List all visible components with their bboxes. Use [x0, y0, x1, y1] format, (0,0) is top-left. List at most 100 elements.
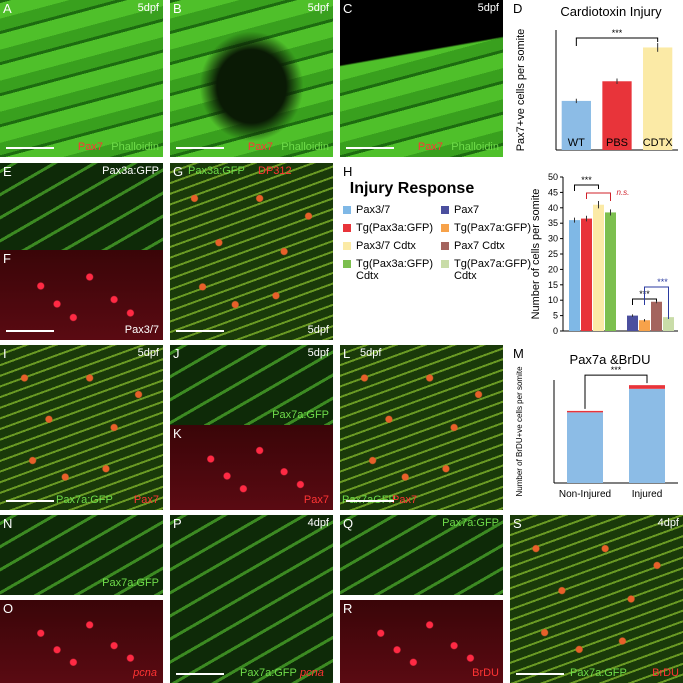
legend-swatch: [441, 242, 449, 250]
scale-bar: [6, 330, 54, 332]
panel-label: Pax3/7: [124, 324, 159, 336]
panel-letter: C: [343, 1, 353, 16]
panel-label: BrDU: [652, 667, 679, 679]
panel-label: DP312: [258, 165, 292, 177]
legend-swatch: [441, 224, 449, 232]
bar: [561, 100, 591, 150]
panel-letter: L: [343, 346, 351, 361]
scale-bar: [516, 673, 564, 675]
panel: A 5dpf Pax7 Phalloidin: [0, 0, 163, 157]
panel-letter: J: [173, 346, 180, 361]
y-tick-label: 10: [548, 295, 558, 305]
panel-label: 5dpf: [137, 2, 159, 14]
y-tick-label: 25: [548, 249, 558, 259]
panel-label: 5dpf: [477, 2, 499, 14]
panel-label: pcna: [133, 667, 157, 679]
bar: [602, 81, 632, 150]
legend-item: Tg(Pax7a:GFP): [441, 222, 539, 234]
bar: [643, 47, 673, 150]
panel-label: Pax7a:GFP: [570, 667, 627, 679]
legend-item: Pax3/7 Cdtx: [343, 240, 441, 252]
y-axis-label: Pax7+ve cells per somite: [515, 29, 527, 152]
bar-segment: [567, 412, 603, 483]
panel-letter: A: [3, 1, 12, 16]
legend-swatch: [343, 224, 351, 232]
bracket: [644, 286, 669, 319]
panel: I 5dpf Pax7a:GFP Pax7: [0, 345, 163, 510]
panel-label: 5dpf: [307, 2, 329, 14]
legend-label: Pax7: [454, 204, 480, 216]
category-label: CDTX: [643, 137, 674, 149]
bar-segment: [567, 410, 603, 413]
y-tick-label: 30: [548, 234, 558, 244]
y-tick-label: 40: [548, 203, 558, 213]
panel-label: Pax7a:GFP: [272, 409, 329, 421]
panel-label: Phalloidin: [111, 141, 159, 153]
y-tick-label: 35: [548, 218, 558, 228]
bracket: [584, 374, 648, 409]
bracket: [574, 184, 599, 191]
panel-label: 5dpf: [360, 347, 382, 359]
y-tick-label: 0: [553, 326, 558, 336]
bar-segment: [629, 385, 665, 389]
panel: M: [510, 345, 530, 365]
x-tick-label: Non-Injured: [559, 489, 611, 500]
bar: [581, 218, 592, 331]
y-tick-label: 45: [548, 187, 558, 197]
annotation: ***: [657, 277, 668, 287]
legend-label: Tg(Pax7a:GFP) Cdtx: [454, 258, 532, 282]
bracket: [575, 37, 659, 46]
panel-label: Pax7a:GFP: [442, 517, 499, 529]
panel-label: BrDU: [472, 667, 499, 679]
scale-bar: [176, 147, 224, 149]
panel-letter: O: [3, 601, 14, 616]
legend-swatch: [343, 242, 351, 250]
panel-label: Pax7: [77, 141, 103, 153]
y-axis-label: Number of cells per somite: [530, 189, 542, 320]
panel-label: Pax7a:GFP: [102, 577, 159, 589]
chart: Injury Response Number of cells per somit…: [350, 172, 678, 336]
legend-label: Tg(Pax3a:GFP): [356, 222, 434, 234]
bar: [663, 317, 674, 331]
y-axis-label: Number of BrDU+ve cells per somite: [515, 366, 524, 497]
panel: P 4dpf Pax7a:GFP pcna: [170, 515, 333, 683]
legend-swatch: [441, 206, 449, 214]
legend-item: Pax3/7: [343, 204, 441, 216]
legend-swatch: [343, 206, 351, 214]
panel: K Pax7: [170, 425, 333, 510]
panel: J 5dpf Pax7a:GFP: [170, 345, 333, 425]
panel-label: Pax3a:GFP: [188, 165, 245, 177]
legend-item: Tg(Pax7a:GFP) Cdtx: [441, 258, 539, 282]
panel-letter: M: [513, 346, 524, 361]
panel-label: Pax7: [247, 141, 273, 153]
x-tick-label: Injured: [632, 489, 663, 500]
legend-item: Tg(Pax3a:GFP): [343, 222, 441, 234]
legend-label: Tg(Pax7a:GFP): [454, 222, 532, 234]
y-tick-label: 5: [553, 311, 558, 321]
panel-letter: H: [343, 164, 353, 179]
legend: Pax3/7 Pax7 Tg(Pax3a:GFP) Tg(Pax7a:GFP) Pax3…: [343, 204, 539, 282]
y-tick-label: 50: [548, 172, 558, 182]
chart: Pax7a &BrDU Number of BrDU+ve cells per s…: [515, 352, 678, 500]
annotation: ***: [612, 28, 623, 38]
bar: [639, 320, 650, 331]
bar: [651, 301, 662, 331]
panel-label: 5dpf: [307, 347, 329, 359]
category-label: WT: [568, 137, 585, 149]
annotation: ***: [611, 365, 622, 375]
chart-title: Cardiotoxin Injury: [560, 4, 662, 19]
annotation: n.s.: [617, 188, 630, 197]
chart: Cardiotoxin Injury Pax7+ve cells per somi…: [515, 4, 678, 152]
panel-letter: E: [3, 164, 12, 179]
panel: E Pax3a:GFP: [0, 163, 163, 250]
panel: D: [510, 0, 530, 20]
panel-label: Pax7: [303, 494, 329, 506]
panel: H: [340, 163, 360, 183]
legend-swatch: [441, 260, 449, 268]
scale-bar: [6, 500, 54, 502]
legend-label: Pax3/7: [356, 204, 391, 216]
legend-label: Tg(Pax3a:GFP) Cdtx: [356, 258, 434, 282]
category-label: PBS: [606, 137, 628, 149]
panel-letter: N: [3, 516, 13, 531]
